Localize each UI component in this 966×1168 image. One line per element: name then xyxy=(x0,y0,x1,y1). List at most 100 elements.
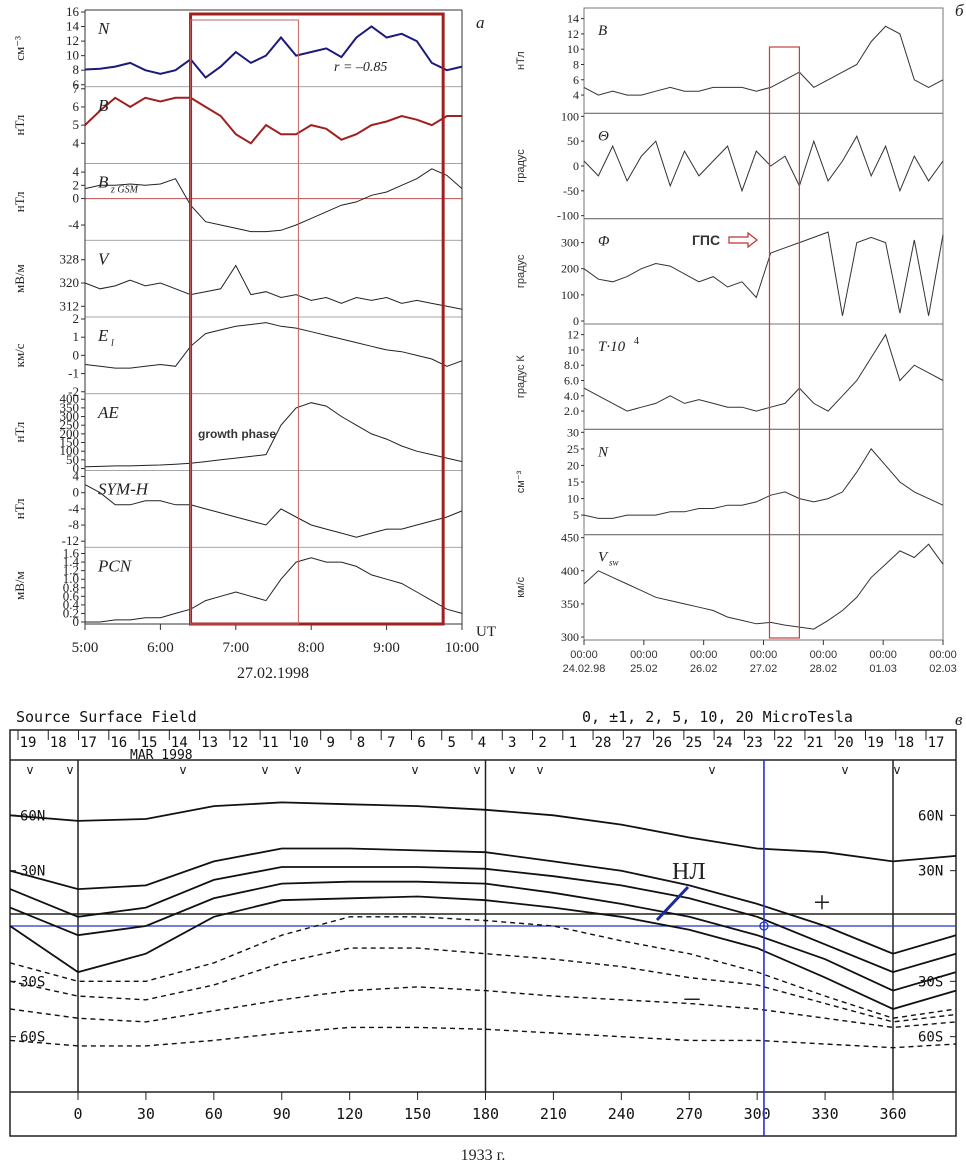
day-tick-label: 28 xyxy=(595,735,612,751)
lat-tick-label-left: 30S xyxy=(20,974,45,990)
y-tick-label: 6 xyxy=(73,77,80,92)
y-tick-label: 4 xyxy=(73,164,80,179)
y-unit-label: км/с xyxy=(12,343,27,367)
day-tick-label: 25 xyxy=(685,735,702,751)
caption: 1933 г. xyxy=(461,1147,506,1164)
y-tick-label: 300 xyxy=(60,409,80,424)
chart-title-left: Source Surface Field xyxy=(16,708,197,726)
y-tick-label: 1.2 xyxy=(63,563,79,578)
y-unit-label: градус xyxy=(515,149,527,183)
y-tick-label: 200 xyxy=(561,262,579,276)
y-tick-label: 5 xyxy=(573,508,579,522)
series-name-subscript: z GSM xyxy=(110,185,139,196)
y-tick-label: 0 xyxy=(73,461,80,476)
y-tick-label: 6 xyxy=(73,99,80,114)
series-name: T·10 xyxy=(598,339,626,355)
hcs-pointer xyxy=(655,885,690,922)
series-line-b-5 xyxy=(583,543,944,630)
day-tick-label: 8 xyxy=(357,735,365,751)
series-name: B xyxy=(98,96,109,115)
y-tick-label: 0 xyxy=(73,485,80,500)
y-tick-label: 0.2 xyxy=(63,605,79,620)
series-line-b-1 xyxy=(583,135,944,193)
day-tick-label: 10 xyxy=(292,735,309,751)
day-tick-label: 24 xyxy=(716,735,733,751)
y-tick-label: 6 xyxy=(573,73,579,87)
y-unit-label: градус xyxy=(515,254,527,288)
y-tick-label: 0 xyxy=(73,191,80,206)
marker-v: v xyxy=(536,763,543,777)
day-tick-label: 19 xyxy=(867,735,884,751)
series-line-b-3 xyxy=(583,333,944,412)
panel-label: а xyxy=(476,13,485,32)
y-tick-label: -100 xyxy=(557,209,579,223)
y-tick-label: 12 xyxy=(567,328,579,342)
y-tick-label: 10 xyxy=(567,492,579,506)
y-unit-label: см⁻³ xyxy=(12,36,27,61)
panel-a-subplot-pcn: 00.20.40.60.81.01.21.41.6 мВ/м PCN xyxy=(12,546,463,629)
series-name: PCN xyxy=(97,556,133,575)
series-line-sym-h xyxy=(84,484,463,538)
lon-tick-label: 150 xyxy=(404,1105,431,1123)
series-line-bz-gsm xyxy=(84,168,463,233)
plot-frame xyxy=(9,729,957,1137)
date-label: 27.02.1998 xyxy=(237,665,309,682)
series-name-subscript: l xyxy=(111,338,114,349)
hcs-label: ГПС xyxy=(692,232,720,248)
series-line-ae xyxy=(84,402,463,468)
chart-title-right: 0, ±1, 2, 5, 10, 20 MicroTesla xyxy=(582,708,853,726)
y-tick-label: -12 xyxy=(62,533,79,548)
marker-v: v xyxy=(841,763,848,777)
y-tick-label: 10 xyxy=(567,343,579,357)
y-tick-label: 25 xyxy=(567,442,579,456)
y-tick-label: 30 xyxy=(567,425,579,439)
series-name: V xyxy=(98,249,111,268)
marker-v: v xyxy=(508,763,515,777)
marker-v: v xyxy=(411,763,418,777)
contour-line-10 xyxy=(9,847,957,955)
day-tick-label: 13 xyxy=(201,735,218,751)
x-tick-label: 10:00 xyxy=(445,640,479,656)
y-tick-label: 400 xyxy=(561,564,579,578)
x-tick-label: 5:00 xyxy=(72,640,99,656)
series-line-v xyxy=(84,264,463,310)
series-line-el xyxy=(84,322,463,369)
day-tick-label: 7 xyxy=(387,735,395,751)
y-tick-label: 0.6 xyxy=(63,588,80,603)
lon-tick-label: 210 xyxy=(540,1105,567,1123)
y-tick-label: 15 xyxy=(567,475,579,489)
y-tick-label: 0 xyxy=(73,347,80,362)
contour-line-0 xyxy=(9,895,957,1010)
x-tick-date: 24.02.98 xyxy=(563,663,606,675)
x-tick-date: 01.03 xyxy=(869,663,897,675)
x-tick-label: 7:00 xyxy=(222,640,249,656)
lon-tick-label: 60 xyxy=(205,1105,223,1123)
day-tick-label: 9 xyxy=(326,735,334,751)
panel-label: в xyxy=(955,710,963,729)
panel-label: б xyxy=(955,1,964,20)
panel-a-subplot-b: 4 5 6 7 нТл B xyxy=(12,81,462,164)
y-tick-label: 4 xyxy=(73,469,80,484)
y-tick-label: 8.0 xyxy=(564,358,579,372)
day-tick-label: 14 xyxy=(171,735,188,751)
x-tick-label: 8:00 xyxy=(298,640,325,656)
series-name: B xyxy=(98,173,109,192)
day-tick-label: 11 xyxy=(262,735,279,751)
y-tick-label: -1 xyxy=(68,366,79,381)
series-line-b xyxy=(84,96,462,145)
y-tick-label: 2 xyxy=(73,311,80,326)
highlight-box xyxy=(189,12,445,626)
marker-v: v xyxy=(708,763,715,777)
panel-b: 468101214нТлB-100-50050100градусΘ0100200… xyxy=(515,1,964,675)
lon-tick-label: 0 xyxy=(73,1105,82,1123)
day-tick-label: 22 xyxy=(776,735,793,751)
x-tick-time: 00:00 xyxy=(570,649,598,661)
y-tick-label: 4.0 xyxy=(564,389,579,403)
marker-v: v xyxy=(26,763,33,777)
day-tick-label: 19 xyxy=(20,735,37,751)
x-tick-date: 02.03 xyxy=(929,663,957,675)
y-unit-label: нТл xyxy=(12,191,27,212)
minus-sign: – xyxy=(684,980,701,1013)
